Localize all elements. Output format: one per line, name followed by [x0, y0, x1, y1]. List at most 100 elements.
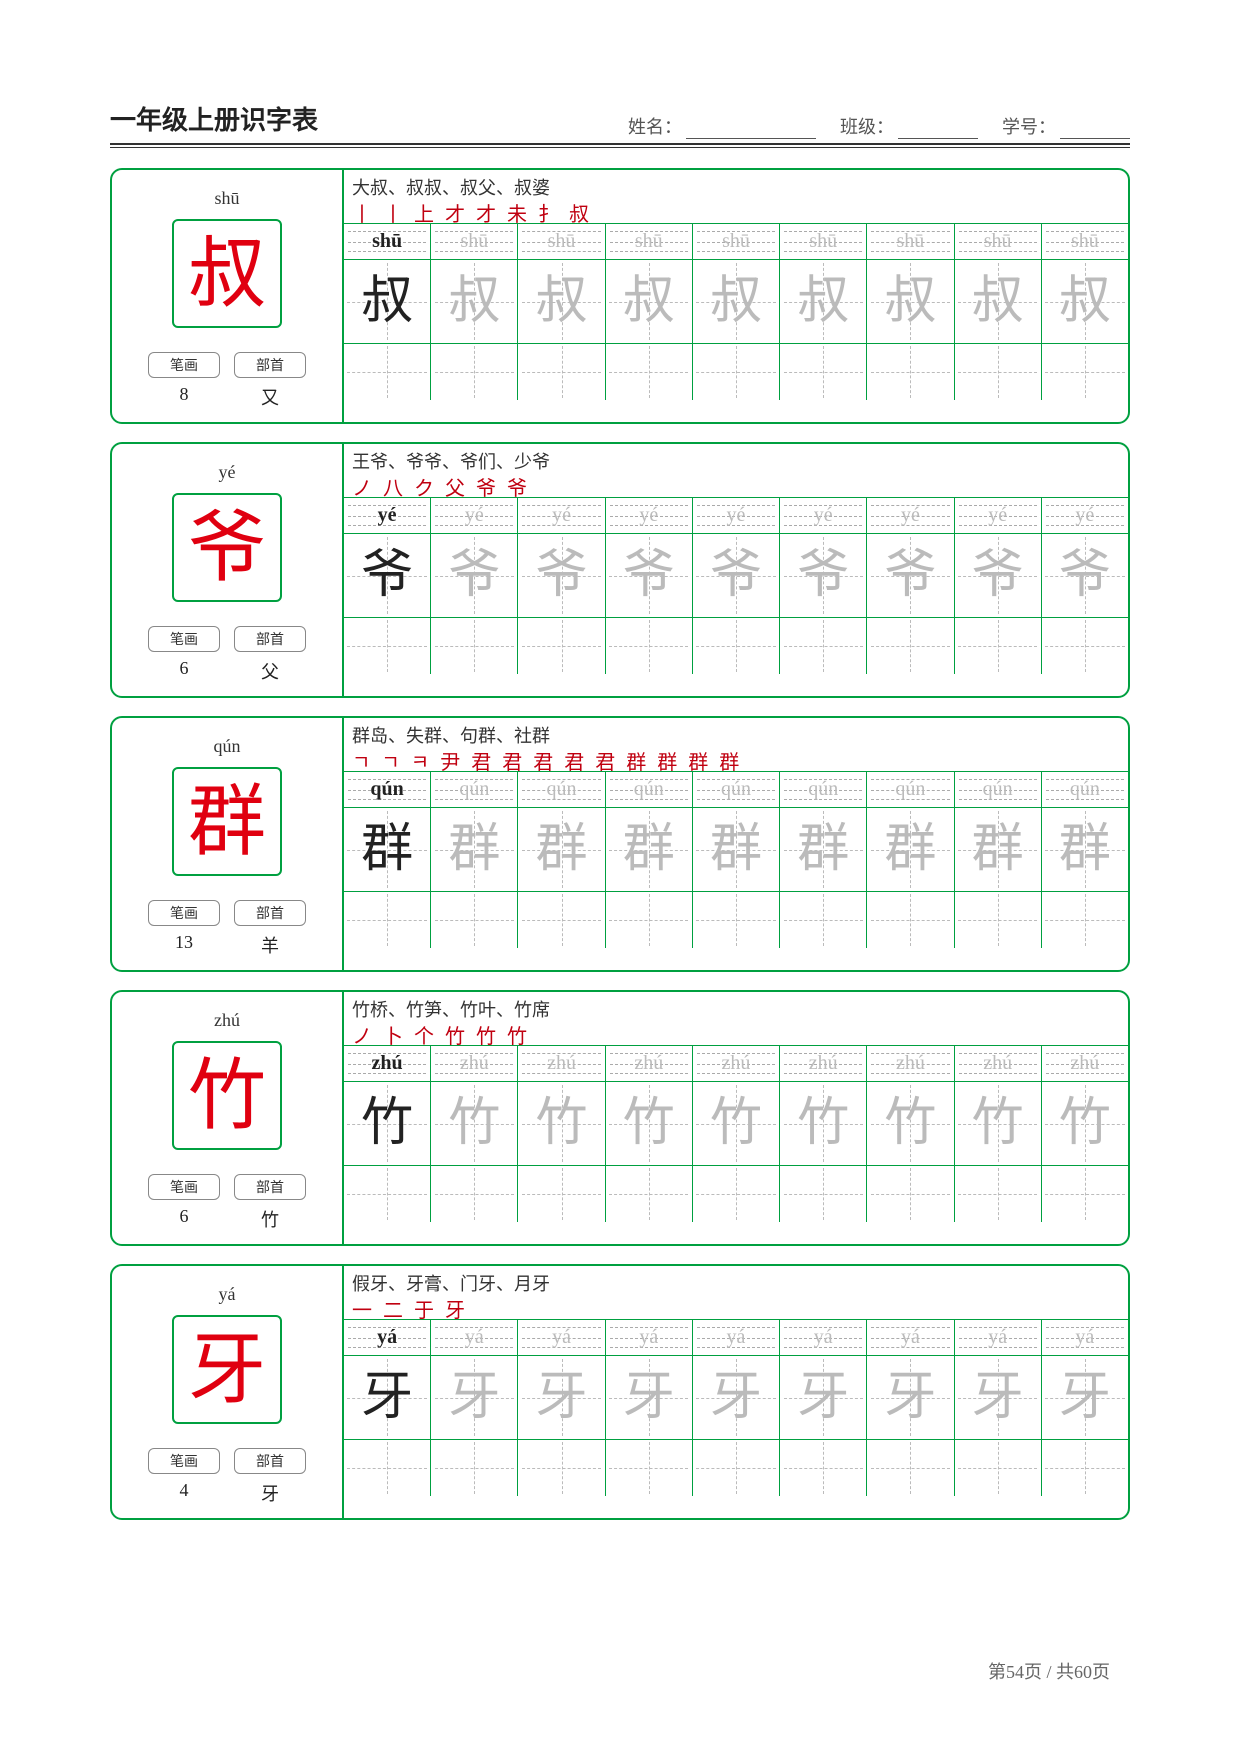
blank-cell[interactable]: [955, 1440, 1042, 1496]
class-field[interactable]: 班级：: [840, 113, 978, 139]
pinyin-text: yé: [378, 504, 397, 527]
left-panel: yé 爷 笔画 6 部首 父: [112, 444, 342, 696]
char-box: 竹: [172, 1041, 282, 1150]
char-main: 爷: [188, 509, 266, 587]
blank-row: [344, 892, 1128, 948]
char-cell: 牙: [518, 1356, 605, 1439]
blank-row: [344, 1440, 1128, 1496]
blank-cell[interactable]: [693, 1440, 780, 1496]
pinyin-cell: shū: [518, 224, 605, 259]
name-label: 姓名：: [628, 113, 682, 139]
blank-cell[interactable]: [780, 344, 867, 400]
right-panel: 竹桥、竹笋、竹叶、竹席ノ 卜 个 竹 竹 竹zhúzhúzhúzhúzhúzhú…: [342, 992, 1128, 1244]
blank-cell[interactable]: [1042, 344, 1128, 400]
blank-cell[interactable]: [344, 1440, 431, 1496]
char-text: 竹: [536, 1098, 588, 1150]
blank-cell[interactable]: [1042, 892, 1128, 948]
char-row: 群群群群群群群群群: [344, 808, 1128, 892]
pinyin-cell: shū: [955, 224, 1042, 259]
blank-cell[interactable]: [431, 1166, 518, 1222]
char-text: 叔: [536, 276, 588, 328]
words-row: 大叔、叔叔、叔父、叔婆: [344, 170, 1128, 198]
blank-cell[interactable]: [780, 618, 867, 674]
blank-cell[interactable]: [1042, 1440, 1128, 1496]
blank-cell[interactable]: [431, 344, 518, 400]
blank-cell[interactable]: [606, 344, 693, 400]
blank-cell[interactable]: [955, 892, 1042, 948]
blank-cell[interactable]: [780, 892, 867, 948]
info-row: 笔画 6 部首 竹: [148, 1174, 306, 1232]
char-cell: 竹: [1042, 1082, 1128, 1165]
blank-cell[interactable]: [693, 618, 780, 674]
strokes-value: 4: [148, 1480, 220, 1501]
blank-cell[interactable]: [518, 892, 605, 948]
radical-box: 部首 又: [234, 352, 306, 410]
char-text: 牙: [448, 1372, 500, 1424]
radical-box: 部首 父: [234, 626, 306, 684]
pinyin-text: shū: [460, 230, 488, 253]
char-cell: 群: [693, 808, 780, 891]
char-text: 群: [361, 824, 413, 876]
blank-cell[interactable]: [606, 892, 693, 948]
char-cell: 爷: [955, 534, 1042, 617]
blank-cell[interactable]: [867, 892, 954, 948]
blank-cell[interactable]: [867, 1440, 954, 1496]
blank-cell[interactable]: [518, 1166, 605, 1222]
blank-cell[interactable]: [431, 618, 518, 674]
char-cell: 竹: [518, 1082, 605, 1165]
blank-cell[interactable]: [693, 1166, 780, 1222]
pinyin-cell: shū: [431, 224, 518, 259]
pinyin-cell: yé: [955, 498, 1042, 533]
pinyin-cell: yé: [518, 498, 605, 533]
blank-cell[interactable]: [693, 344, 780, 400]
radical-label: 部首: [234, 1174, 306, 1200]
blank-cell[interactable]: [344, 344, 431, 400]
char-text: 群: [623, 824, 675, 876]
char-main: 牙: [188, 1331, 266, 1409]
pinyin-text: qún: [547, 778, 577, 801]
blank-cell[interactable]: [606, 1166, 693, 1222]
blank-cell[interactable]: [606, 1440, 693, 1496]
pinyin-cell: yé: [1042, 498, 1128, 533]
blank-cell[interactable]: [431, 1440, 518, 1496]
char-text: 竹: [797, 1098, 849, 1150]
practice-grid: shūshūshūshūshūshūshūshūshū叔叔叔叔叔叔叔叔叔: [344, 224, 1128, 422]
pinyin-cell: qún: [518, 772, 605, 807]
blank-cell[interactable]: [344, 618, 431, 674]
char-row: 爷爷爷爷爷爷爷爷爷: [344, 534, 1128, 618]
info-row: 笔画 6 部首 父: [148, 626, 306, 684]
char-cell: 爷: [606, 534, 693, 617]
blank-cell[interactable]: [693, 892, 780, 948]
char-cell: 牙: [867, 1356, 954, 1439]
blank-cell[interactable]: [1042, 1166, 1128, 1222]
blank-cell[interactable]: [1042, 618, 1128, 674]
pinyin-main: yá: [219, 1284, 236, 1305]
blank-cell[interactable]: [344, 1166, 431, 1222]
blank-cell[interactable]: [867, 618, 954, 674]
blank-cell[interactable]: [344, 892, 431, 948]
page-title: 一年级上册识字表: [110, 100, 410, 141]
right-panel: 王爷、爷爷、爷们、少爷ノ 八 ク 父 爷 爷yéyéyéyéyéyéyéyéyé…: [342, 444, 1128, 696]
pinyin-text: shū: [809, 230, 837, 253]
char-row: 竹竹竹竹竹竹竹竹竹: [344, 1082, 1128, 1166]
blank-cell[interactable]: [867, 344, 954, 400]
blank-cell[interactable]: [431, 892, 518, 948]
blank-cell[interactable]: [606, 618, 693, 674]
id-field[interactable]: 学号：: [1002, 113, 1130, 139]
char-text: 牙: [536, 1372, 588, 1424]
blank-cell[interactable]: [518, 618, 605, 674]
char-cell: 竹: [606, 1082, 693, 1165]
blank-cell[interactable]: [867, 1166, 954, 1222]
char-cell: 群: [431, 808, 518, 891]
name-field[interactable]: 姓名：: [628, 113, 816, 139]
pinyin-cell: yá: [955, 1320, 1042, 1355]
blank-cell[interactable]: [780, 1166, 867, 1222]
blank-cell[interactable]: [518, 1440, 605, 1496]
blank-cell[interactable]: [955, 618, 1042, 674]
blank-cell[interactable]: [518, 344, 605, 400]
blank-cell[interactable]: [780, 1440, 867, 1496]
blank-cell[interactable]: [955, 1166, 1042, 1222]
pinyin-text: yá: [465, 1326, 484, 1349]
blank-cell[interactable]: [955, 344, 1042, 400]
char-text: 牙: [884, 1372, 936, 1424]
